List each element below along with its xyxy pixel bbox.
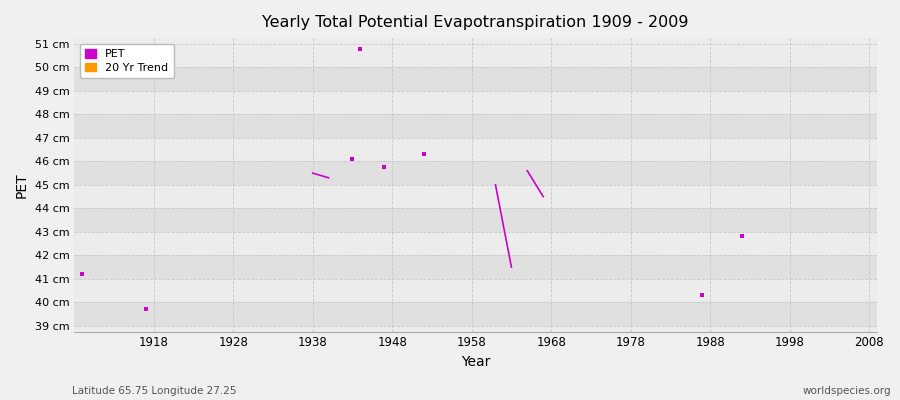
Bar <box>74 68 878 91</box>
Text: Latitude 65.75 Longitude 27.25: Latitude 65.75 Longitude 27.25 <box>72 386 237 396</box>
Bar <box>74 114 878 138</box>
X-axis label: Year: Year <box>461 355 491 369</box>
Bar <box>74 91 878 114</box>
Bar <box>74 255 878 279</box>
Y-axis label: PET: PET <box>15 172 29 198</box>
Legend: PET, 20 Yr Trend: PET, 20 Yr Trend <box>80 44 174 78</box>
Bar <box>74 44 878 68</box>
Title: Yearly Total Potential Evapotranspiration 1909 - 2009: Yearly Total Potential Evapotranspiratio… <box>263 15 688 30</box>
Bar <box>74 302 878 326</box>
Bar <box>74 161 878 185</box>
Bar <box>74 138 878 161</box>
Bar <box>74 185 878 208</box>
Bar <box>74 232 878 255</box>
Text: worldspecies.org: worldspecies.org <box>803 386 891 396</box>
Bar <box>74 208 878 232</box>
Bar <box>74 279 878 302</box>
